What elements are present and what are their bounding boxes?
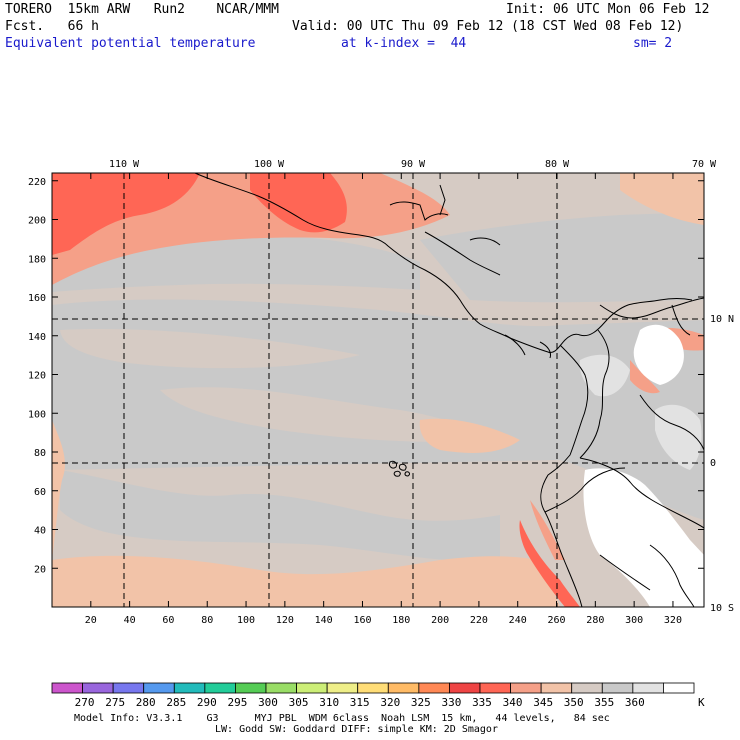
colorbar-label: 270 <box>75 696 95 709</box>
y-tick-label: 60 <box>34 487 46 498</box>
colorbar-label: 315 <box>350 696 370 709</box>
colorbar-swatch <box>510 682 542 694</box>
colorbar-swatch <box>265 682 297 694</box>
graticule <box>52 173 704 607</box>
colorbar-label: 275 <box>105 696 125 709</box>
y-tick-label: 40 <box>34 526 46 537</box>
y-tick-label: 180 <box>28 254 46 265</box>
x-tick-label: 20 <box>85 615 97 626</box>
x-tick-label: 160 <box>353 615 371 626</box>
colorbar-swatch <box>235 682 267 694</box>
x-tick-label: 80 <box>201 615 213 626</box>
model-info: Model Info: V3.3.1 G3 MYJ PBL WDM 6class… <box>74 713 610 724</box>
tick-marks <box>52 173 704 607</box>
colorbar-label: 305 <box>289 696 309 709</box>
longitude-label: 90 W <box>401 159 426 170</box>
colorbar-boxes <box>51 682 695 694</box>
colorbar-swatch <box>387 682 420 694</box>
colorbar-swatch <box>173 682 206 694</box>
colorbar-label: 295 <box>227 696 247 709</box>
colorbar-label: 355 <box>594 696 614 709</box>
x-tick-label: 220 <box>470 615 488 626</box>
colorbar-swatch <box>632 682 664 694</box>
y-tick-label: 200 <box>28 216 46 227</box>
latitude-label: 10 N <box>710 314 734 325</box>
colorbar-labels: 270 275 280 285 290 295 300 305 310 315 320 325 330 3… <box>75 696 645 709</box>
x-tick-label: 280 <box>586 615 604 626</box>
y-tick-label: 120 <box>28 371 46 382</box>
colorbar-unit: K <box>698 696 705 709</box>
latitude-label: 10 S <box>710 603 734 614</box>
field-name: Equivalent potential temperature <box>5 36 256 51</box>
colorbar-label: 340 <box>503 696 523 709</box>
model-title: TORERO 15km ARW Run2 NCAR/MMM <box>5 2 279 17</box>
colorbar-swatch <box>51 682 83 694</box>
physics-info: LW: Godd SW: Goddard DIFF: simple KM: 2D… <box>215 724 498 735</box>
colorbar-swatch <box>479 682 511 694</box>
y-tick-label: 160 <box>28 293 46 304</box>
y-tick-label: 100 <box>28 409 46 420</box>
colorbar-swatch <box>296 682 328 694</box>
valid-time: Valid: 00 UTC Thu 09 Feb 12 (18 CST Wed … <box>292 19 684 34</box>
colorbar-label: 360 <box>625 696 645 709</box>
colorbar-swatch <box>326 682 359 694</box>
colorbar-swatch <box>143 682 175 694</box>
colorbar-swatch <box>540 682 573 694</box>
colorbar-swatch <box>571 682 603 694</box>
x-tick-label: 300 <box>625 615 643 626</box>
colorbar-swatch <box>82 682 114 694</box>
colorbar-swatch <box>204 682 236 694</box>
tick-labels: 20 40 60 80 100 120 140 160 180 200 220 240 260 280 30… <box>28 159 734 626</box>
longitude-label: 80 W <box>545 159 570 170</box>
colorbar-label: 330 <box>441 696 461 709</box>
x-tick-label: 320 <box>664 615 682 626</box>
colorbar-label: 320 <box>380 696 400 709</box>
colorbar-label: 325 <box>411 696 431 709</box>
x-tick-label: 120 <box>276 615 294 626</box>
map-frame <box>51 172 705 608</box>
x-tick-label: 100 <box>237 615 255 626</box>
y-tick-label: 140 <box>28 332 46 343</box>
x-tick-label: 200 <box>431 615 449 626</box>
longitude-label: 100 W <box>254 159 285 170</box>
x-tick-label: 240 <box>509 615 527 626</box>
forecast-hour: Fcst. 66 h <box>5 19 99 34</box>
x-tick-label: 60 <box>162 615 174 626</box>
longitude-label: 110 W <box>109 159 140 170</box>
smoothing-info: sm= 2 <box>633 36 673 51</box>
y-tick-label: 20 <box>34 564 46 575</box>
longitude-label: 70 W <box>692 159 717 170</box>
colorbar-swatch <box>112 682 145 694</box>
latitude-label: 0 <box>710 458 716 469</box>
colorbar-label: 285 <box>166 696 186 709</box>
x-tick-label: 260 <box>547 615 565 626</box>
colorbar-label: 350 <box>564 696 584 709</box>
colorbar-label: 310 <box>319 696 339 709</box>
colorbar-swatch <box>418 682 450 694</box>
colorbar-label: 280 <box>136 696 156 709</box>
colorbar-swatch <box>449 682 481 694</box>
level-info: at k-index = 44 <box>341 36 467 51</box>
init-time: Init: 06 UTC Mon 06 Feb 12 <box>506 2 710 17</box>
colorbar-label: 300 <box>258 696 278 709</box>
x-tick-label: 40 <box>124 615 136 626</box>
colorbar-label: 335 <box>472 696 492 709</box>
colorbar-swatch <box>663 682 695 694</box>
x-tick-label: 180 <box>392 615 410 626</box>
colorbar-swatch <box>357 682 389 694</box>
colorbar-label: 345 <box>533 696 553 709</box>
colorbar-swatch <box>601 682 634 694</box>
temperature-field <box>52 173 704 607</box>
y-tick-label: 220 <box>28 177 46 188</box>
x-tick-label: 140 <box>315 615 333 626</box>
colorbar-label: 290 <box>197 696 217 709</box>
y-tick-label: 80 <box>34 448 46 459</box>
